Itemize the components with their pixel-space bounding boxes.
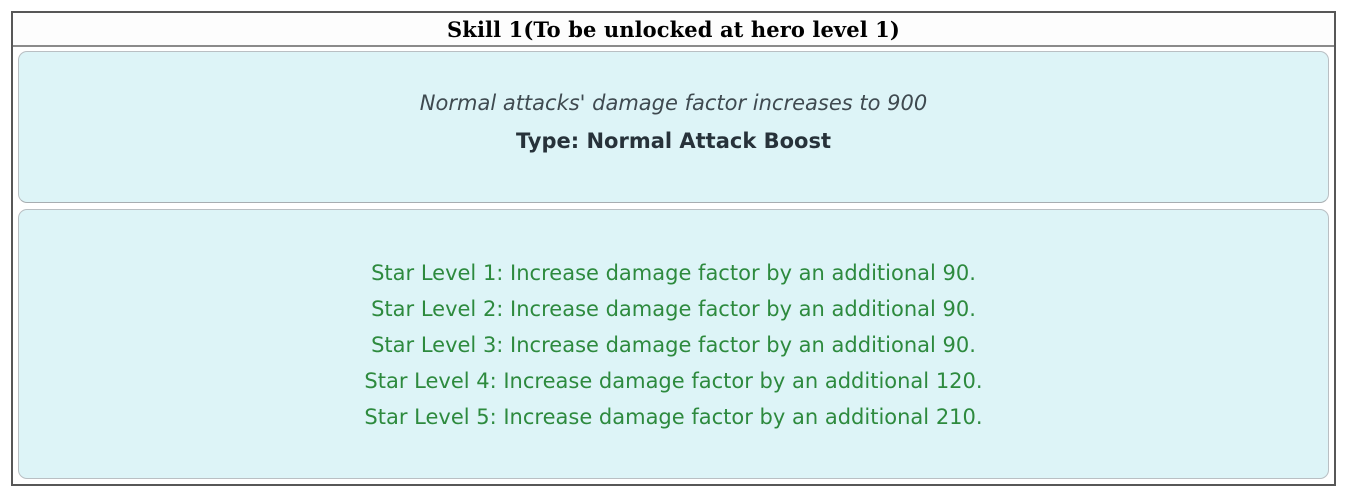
skill-header-row: Skill 1(To be unlocked at hero level 1)	[13, 13, 1334, 47]
skill-table: Skill 1(To be unlocked at hero level 1) …	[11, 11, 1336, 486]
skill-description-panel: Normal attacks' damage factor increases …	[18, 51, 1329, 203]
star-level-line: Star Level 4: Increase damage factor by …	[364, 369, 983, 393]
star-level-line: Star Level 2: Increase damage factor by …	[371, 297, 976, 321]
star-level-line: Star Level 3: Increase damage factor by …	[371, 333, 976, 357]
skill-body: Normal attacks' damage factor increases …	[13, 47, 1334, 484]
star-level-line: Star Level 1: Increase damage factor by …	[371, 261, 976, 285]
skill-effect-text: Normal attacks' damage factor increases …	[419, 91, 928, 115]
star-level-panel: Star Level 1: Increase damage factor by …	[18, 209, 1329, 479]
star-level-line: Star Level 5: Increase damage factor by …	[364, 405, 983, 429]
skill-type-text: Type: Normal Attack Boost	[515, 129, 832, 154]
skill-header-title: Skill 1(To be unlocked at hero level 1)	[447, 16, 900, 42]
